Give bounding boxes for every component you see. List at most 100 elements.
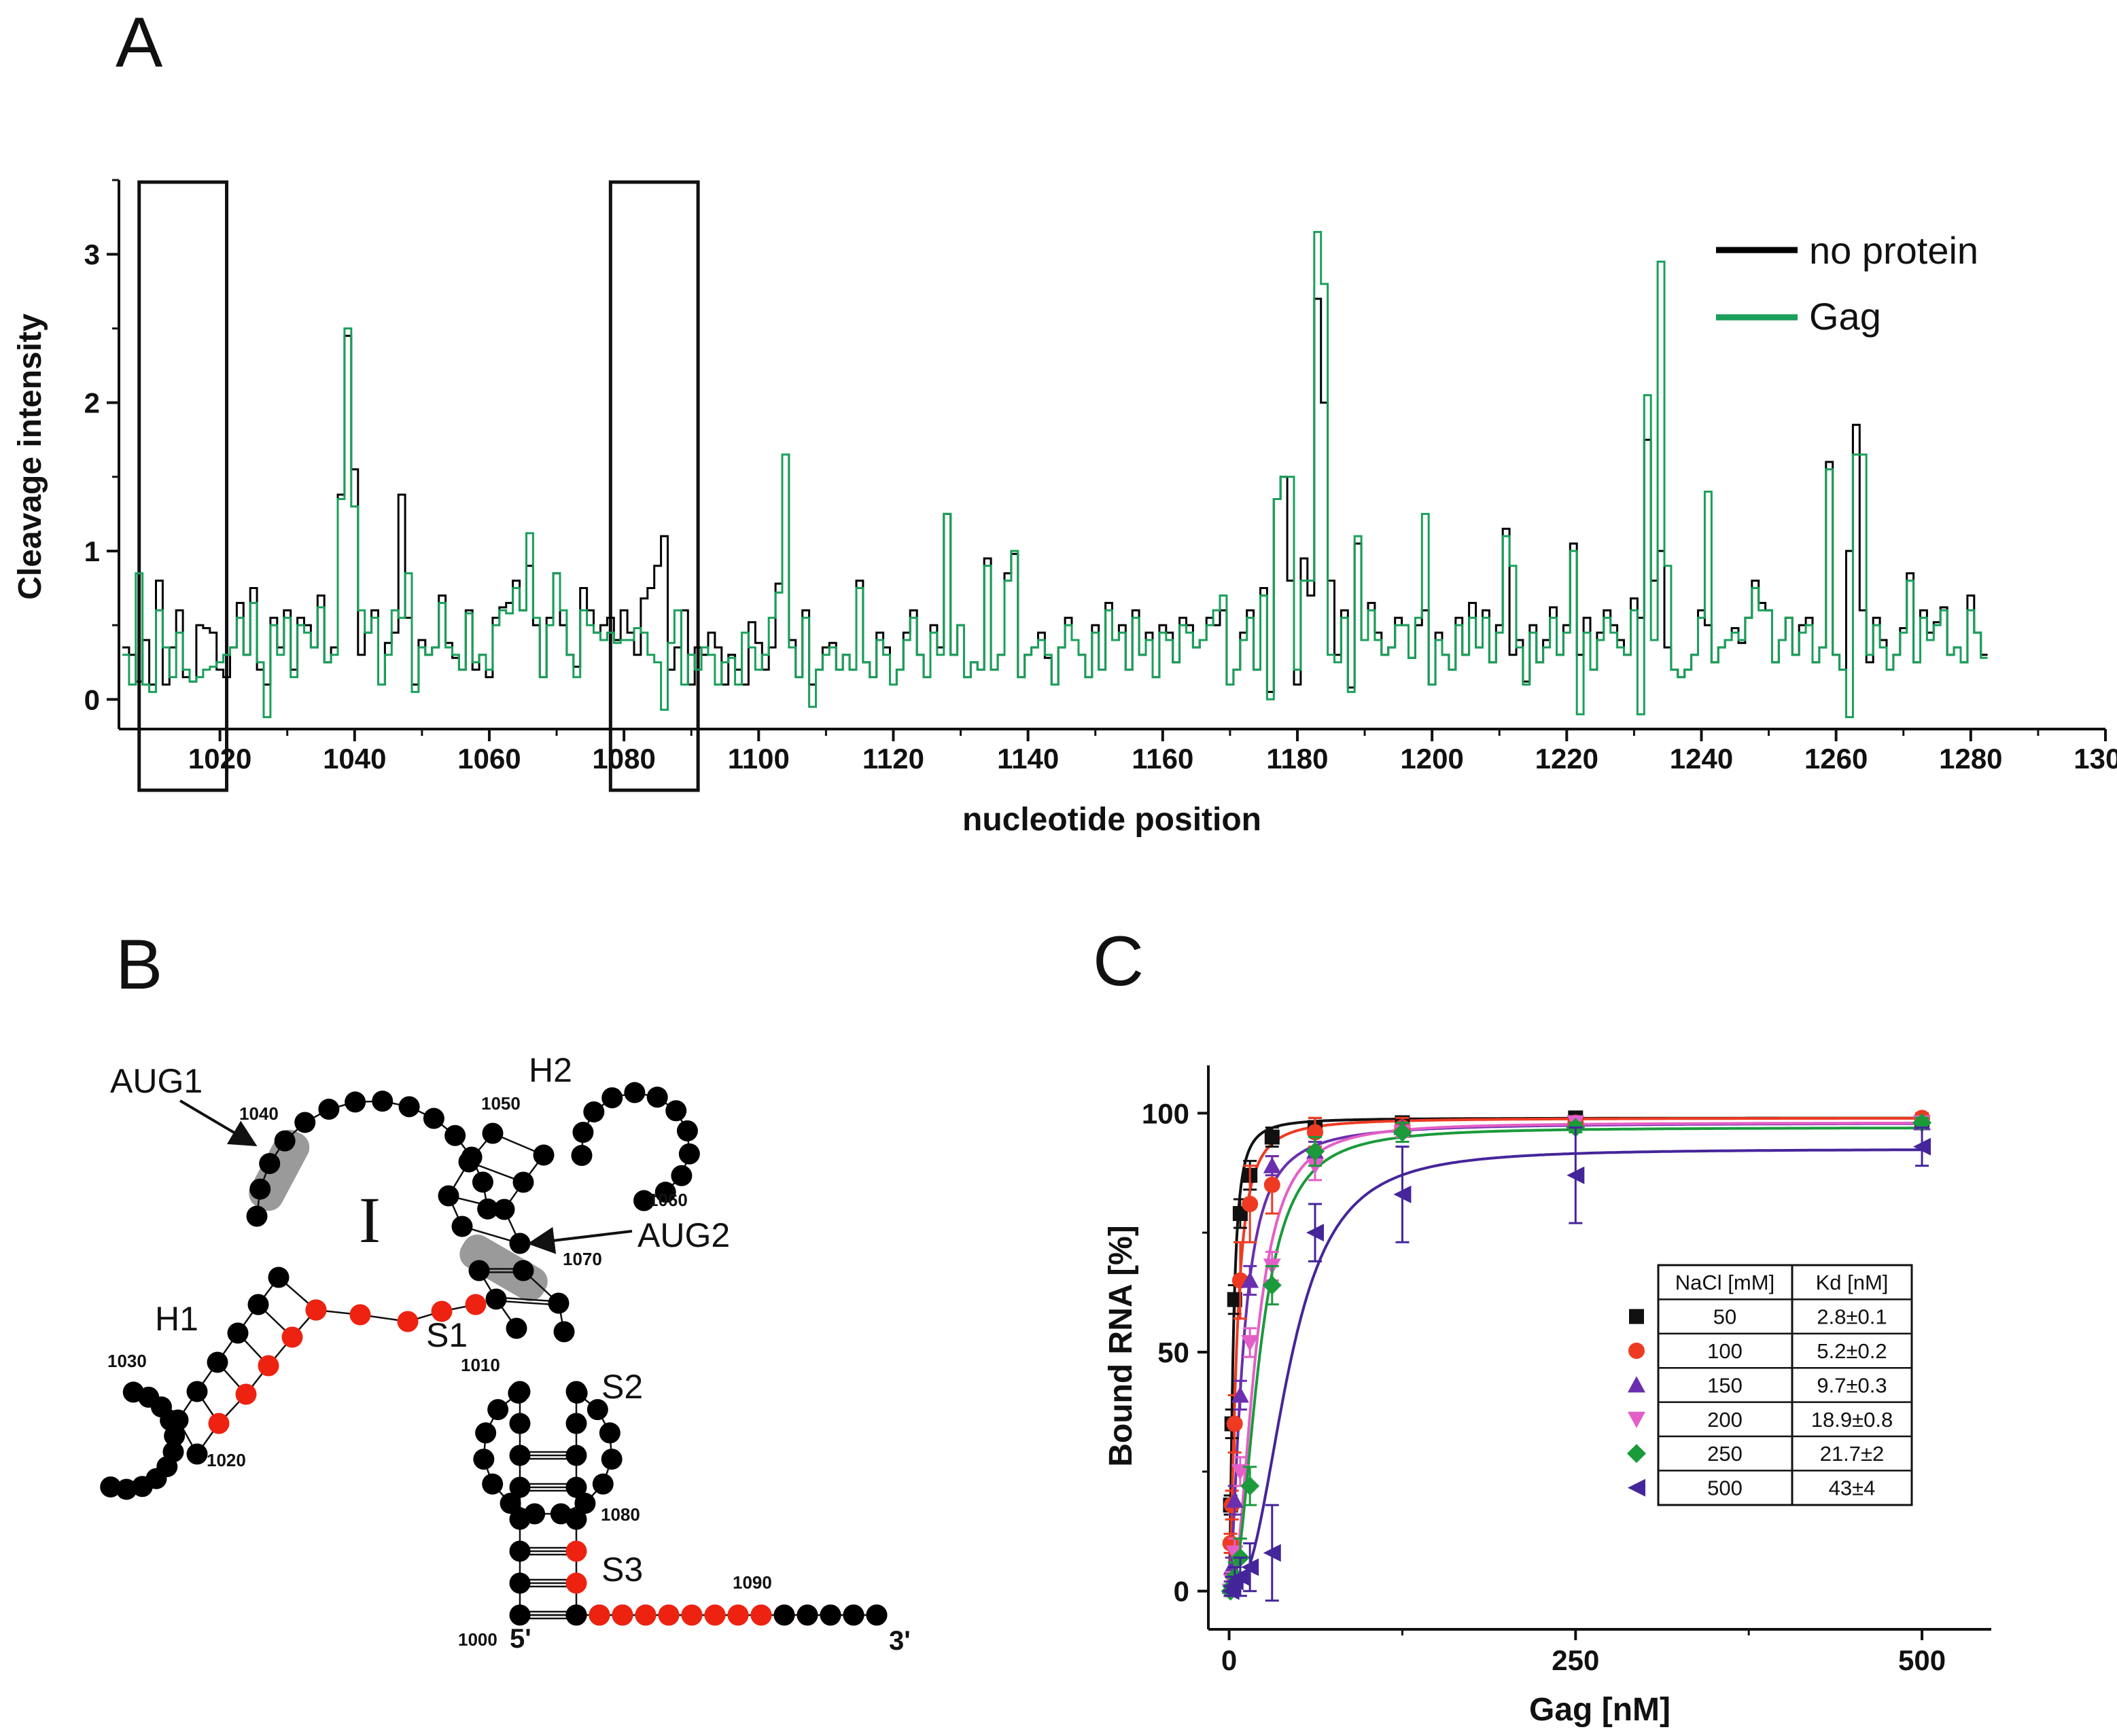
panel-a-x-tick-label: 1180 [1266,743,1328,775]
panel-a-x-tick-label: 1260 [1804,743,1868,775]
nt-label-1090: 1090 [733,1572,772,1593]
panel-a-x-tick-label: 1080 [592,743,655,775]
panel-a-y-tick-label: 2 [84,387,100,419]
nucleotide [461,1146,483,1168]
nucleotide [508,1382,529,1404]
nucleotide [227,1322,249,1344]
nucleotide [676,1120,698,1141]
nucleotide [249,1178,271,1200]
nucleotide [773,1604,795,1626]
data-point-500 [1231,1567,1249,1586]
kd-table-nacl-100: 100 [1707,1339,1743,1363]
nucleotide-protected [349,1304,371,1326]
nucleotide-protected [704,1604,726,1626]
data-point-500 [1393,1185,1412,1203]
kd-table-marker-50 [1629,1309,1644,1324]
nucleotide [482,1473,504,1495]
kd-table-marker-200 [1628,1411,1645,1428]
nucleotide-protected [658,1604,680,1626]
nt-label-1070: 1070 [563,1249,602,1269]
panel-a-x-tick-label: 1140 [997,743,1059,775]
nucleotide [671,1165,693,1186]
nucleotide [797,1604,818,1626]
nucleotide [548,1292,570,1314]
nucleotide [565,1445,587,1466]
nucleotide [820,1604,841,1626]
nt-label-1040: 1040 [239,1103,279,1124]
label-3-prime: 3' [889,1626,911,1656]
data-point-250 [1305,1141,1325,1161]
panel-a-x-tick-label: 1240 [1670,743,1733,775]
nucleotide [509,1445,531,1466]
aug2-shade [459,1235,548,1301]
panel-c-x-label: Gag [nM] [1529,1692,1670,1728]
kd-table-nacl-50: 50 [1713,1305,1736,1329]
nucleotide-protected [208,1413,230,1434]
nucleotide-protected [750,1604,772,1626]
panel-c-y-tick-label: 50 [1157,1336,1189,1368]
data-point-250 [1393,1122,1412,1142]
nucleotide-protected [565,1572,587,1594]
nucleotide [509,1540,531,1562]
nucleotide [509,1413,531,1434]
kd-table-header-kd: Kd [nM] [1816,1271,1889,1294]
label-loop-i: I [359,1184,381,1256]
nucleotide-protected [681,1604,703,1626]
nucleotide [423,1108,444,1129]
nucleotide [477,1198,499,1220]
nucleotide-protected [281,1326,303,1348]
nucleotide [506,1317,527,1339]
nucleotide [565,1476,587,1498]
nucleotide [509,1476,531,1498]
backbone-segment [447,1133,493,1227]
kd-table-nacl-150: 150 [1707,1373,1743,1397]
nucleotide [553,1321,575,1343]
nucleotide [533,1144,555,1166]
kd-table-kd-500: 43±4 [1829,1476,1876,1500]
nucleotide [318,1099,340,1120]
data-point-500 [1306,1224,1324,1242]
nucleotide [566,1382,588,1404]
nucleotide [678,1143,700,1165]
panel-a-y-tick-label: 1 [84,535,100,567]
nucleotide [583,1101,605,1122]
nucleotide [131,1476,153,1498]
kd-table-marker-250 [1627,1444,1646,1464]
nt-label-1030: 1030 [107,1351,147,1371]
label-aug1: AUG1 [110,1062,203,1100]
panel-c-y-label: Bound RNA [%] [1103,1225,1139,1466]
nucleotide [246,1205,268,1227]
nucleotide [472,1171,493,1193]
legend-label-no-protein: no protein [1809,229,1978,272]
nucleotide [509,1572,531,1594]
kd-table-header-nacl: NaCl [mM] [1675,1271,1774,1294]
label-s3: S3 [601,1551,643,1589]
data-point-100 [1263,1176,1280,1193]
data-point-150 [1241,1271,1259,1288]
nucleotide [164,1425,186,1447]
nt-label-1060: 1060 [648,1190,688,1210]
panel-a-x-tick-label: 1160 [1132,743,1193,775]
nucleotide [601,1087,623,1109]
nucleotide [274,1130,296,1152]
nucleotide [599,1422,620,1444]
nucleotide [487,1399,509,1421]
nucleotide [646,1086,668,1108]
nucleotide [444,1124,466,1146]
nucleotide [565,1413,587,1434]
nucleotide-protected [305,1299,327,1321]
panel-a-y-tick-label: 0 [84,684,100,715]
panel-a-y-tick-label: 3 [84,238,100,270]
nucleotide [493,1199,515,1220]
nucleotide [438,1185,459,1207]
nucleotide [509,1604,531,1626]
nucleotide [475,1422,497,1444]
panel-c-y-tick-label: 100 [1142,1097,1189,1129]
label-5-prime: 5' [510,1624,531,1654]
data-point-500 [1567,1166,1585,1184]
panel-c-chart: 0 250 500 0 50 100 Gag [nM] Bound RNA [%] NaC… [1103,1065,1991,1728]
kd-table-kd-100: 5.2±0.2 [1817,1339,1887,1363]
nucleotide [665,1100,687,1122]
nucleotide [843,1604,864,1626]
nucleotide [572,1122,594,1144]
